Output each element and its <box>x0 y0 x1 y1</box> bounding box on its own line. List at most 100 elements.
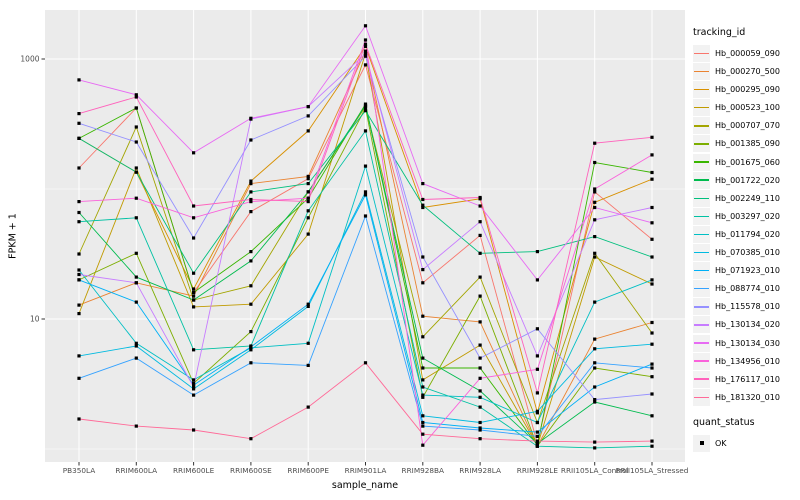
data-point <box>306 209 310 213</box>
data-point <box>134 216 138 220</box>
legend-item-Hb_134956_010: Hb_134956_010 <box>693 352 799 370</box>
data-point <box>478 428 482 432</box>
data-point <box>134 140 138 144</box>
data-point <box>249 116 253 120</box>
data-point <box>306 105 310 109</box>
legend-item-label: Hb_000270_500 <box>715 67 780 77</box>
data-point <box>77 200 81 204</box>
data-point <box>535 327 539 331</box>
data-point <box>535 420 539 425</box>
legend-item-quant-OK: OK <box>693 434 799 452</box>
data-point <box>192 378 196 382</box>
data-point <box>306 232 310 236</box>
legend-item-label: Hb_001722_020 <box>715 175 780 185</box>
legend-key-line-icon <box>693 63 710 81</box>
data-point <box>421 366 425 370</box>
legend-key-line-icon <box>693 352 710 370</box>
legend-key-line-icon <box>693 189 710 207</box>
data-point <box>421 182 425 186</box>
data-point <box>478 389 482 393</box>
legend-item-Hb_130134_030: Hb_130134_030 <box>693 334 799 352</box>
data-point <box>249 330 253 334</box>
legend-item-Hb_000295_090: Hb_000295_090 <box>693 81 799 99</box>
data-point <box>478 251 482 255</box>
data-point <box>306 216 310 220</box>
data-point <box>421 395 425 399</box>
data-point <box>363 49 368 53</box>
data-point <box>593 251 597 255</box>
data-point <box>421 203 425 207</box>
legend-title-tracking-id: tracking_id <box>693 27 746 38</box>
data-point <box>249 437 253 441</box>
data-point <box>134 125 138 129</box>
legend-item-Hb_002249_110: Hb_002249_110 <box>693 189 799 207</box>
data-point <box>650 135 654 139</box>
data-point <box>478 233 482 237</box>
data-point <box>306 302 310 306</box>
data-point <box>77 268 81 272</box>
data-point <box>478 395 482 399</box>
data-point <box>650 237 654 241</box>
legend-item-Hb_000707_070: Hb_000707_070 <box>693 117 799 135</box>
data-point <box>535 367 539 371</box>
data-point <box>192 393 196 397</box>
legend-item-Hb_070385_010: Hb_070385_010 <box>693 244 799 262</box>
data-point <box>363 44 368 48</box>
data-point <box>192 381 196 385</box>
data-point <box>535 434 539 438</box>
legend-item-label: Hb_115578_010 <box>715 302 780 312</box>
data-point <box>593 366 597 370</box>
legend-item-Hb_000523_100: Hb_000523_100 <box>693 99 799 117</box>
data-point <box>249 138 253 142</box>
data-point <box>192 387 196 391</box>
data-point <box>77 78 81 82</box>
x-tick-label: RRIM928LA <box>459 466 501 475</box>
data-point <box>77 303 81 307</box>
data-point <box>478 343 482 347</box>
legend-key-line-icon <box>693 280 710 298</box>
legend-item-Hb_001675_060: Hb_001675_060 <box>693 153 799 171</box>
data-point <box>535 444 539 448</box>
legend-item-Hb_071923_010: Hb_071923_010 <box>693 262 799 280</box>
data-point <box>535 430 539 434</box>
legend-key-line-icon <box>693 81 710 99</box>
legend-key-line-icon <box>693 99 710 117</box>
data-point <box>192 383 196 387</box>
data-point <box>421 205 425 210</box>
legend-item-label: Hb_070385_010 <box>715 248 780 258</box>
data-point <box>134 170 138 174</box>
data-point <box>249 284 253 288</box>
data-point <box>478 405 482 409</box>
legend-item-Hb_003297_020: Hb_003297_020 <box>693 207 799 225</box>
data-point <box>192 151 196 155</box>
legend-title-quant-status: quant_status <box>693 416 755 428</box>
data-point <box>650 153 654 157</box>
data-point <box>249 348 253 352</box>
data-point <box>249 197 253 202</box>
data-point <box>306 363 310 367</box>
data-point <box>134 341 138 345</box>
data-point <box>192 298 196 302</box>
data-point <box>249 361 253 365</box>
data-point <box>306 196 310 200</box>
x-tick-label: RRII105LA_Stressed <box>616 466 689 475</box>
legend-item-label: Hb_000523_100 <box>715 103 780 113</box>
legend-items: Hb_000059_090 Hb_000270_500 Hb_000295_090 H… <box>693 45 799 406</box>
data-point <box>134 275 138 279</box>
data-point <box>421 197 425 202</box>
data-point <box>249 190 253 194</box>
data-point <box>77 417 81 421</box>
legend-item-label: Hb_011794_020 <box>715 229 780 239</box>
data-point <box>306 177 310 181</box>
data-points <box>77 24 654 450</box>
data-point <box>593 205 597 210</box>
data-point <box>363 106 368 110</box>
data-point <box>593 200 597 204</box>
data-point <box>306 405 310 409</box>
legend-item-label: Hb_001385_090 <box>715 139 780 149</box>
data-point <box>306 190 310 194</box>
data-point <box>650 414 654 418</box>
data-point <box>77 252 81 256</box>
